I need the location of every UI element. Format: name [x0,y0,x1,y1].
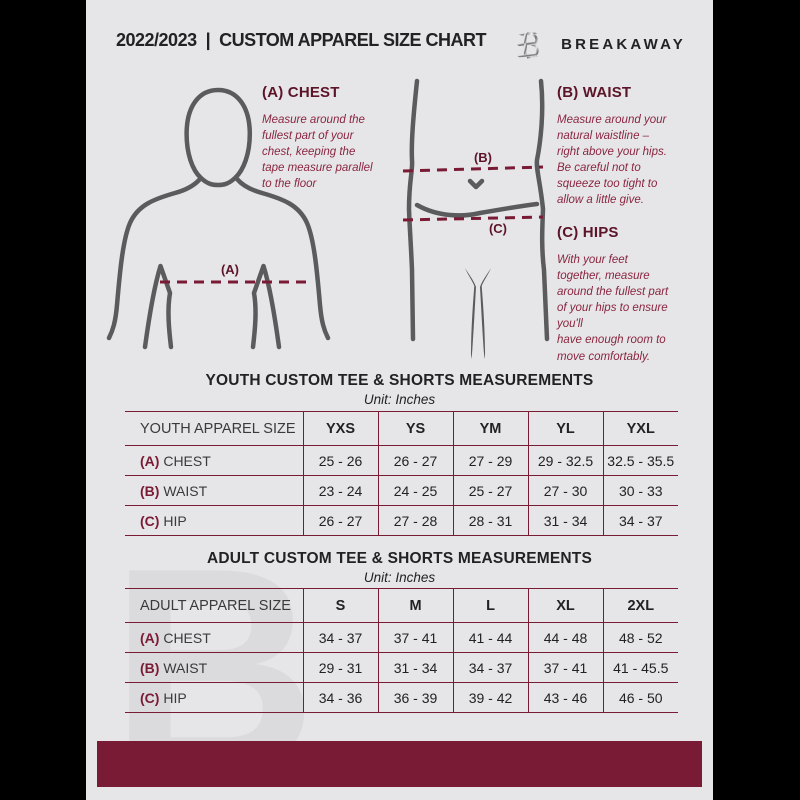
svg-text:(C): (C) [489,221,507,236]
svg-text:(A): (A) [221,262,239,277]
svg-text:(B): (B) [474,150,492,165]
